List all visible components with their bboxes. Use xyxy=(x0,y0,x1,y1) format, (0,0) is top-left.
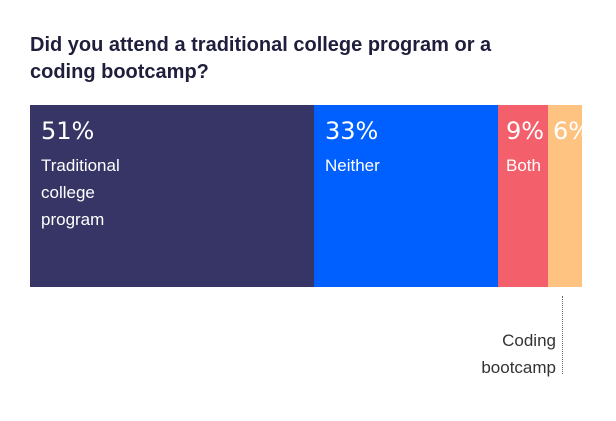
value-label-traditional: 51% xyxy=(41,117,95,145)
value-label-both: 9% xyxy=(506,117,545,145)
annotation-leader-line xyxy=(562,296,563,374)
value-label-neither: 33% xyxy=(325,117,379,145)
bar-segment-neither: 33% Neither xyxy=(314,105,498,287)
stacked-bar: 51% Traditional college program 33% Neit… xyxy=(30,105,582,287)
annotation-coding-bootcamp: Coding bootcamp xyxy=(481,331,556,377)
bar-segment-bootcamp: 6% xyxy=(548,105,582,287)
category-label-neither: Neither xyxy=(325,156,380,175)
category-label-traditional: Traditional college program xyxy=(41,156,120,229)
category-label-both: Both xyxy=(506,156,541,175)
value-label-bootcamp: 6% xyxy=(553,117,582,145)
chart-title: Did you attend a traditional college pro… xyxy=(30,34,492,83)
bar-segment-traditional: 51% Traditional college program xyxy=(30,105,314,287)
bar-segment-both: 9% Both xyxy=(498,105,548,287)
